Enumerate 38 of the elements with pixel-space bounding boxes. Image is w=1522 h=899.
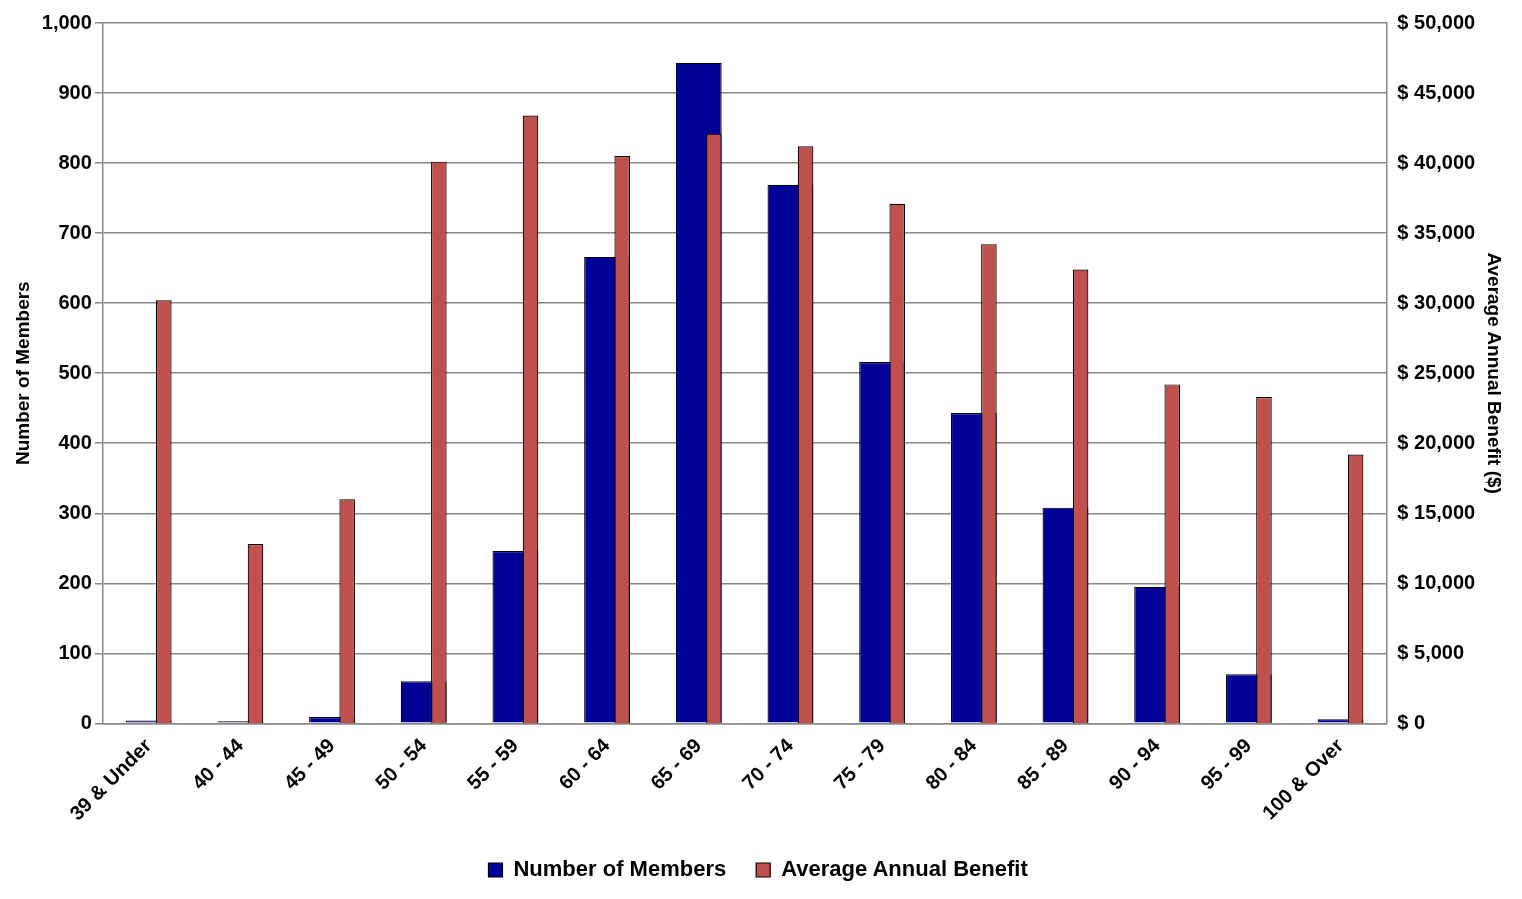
y-tick-label: 200 bbox=[58, 570, 92, 593]
y2-tick-label: $ 25,000 bbox=[1397, 360, 1476, 383]
y-tick-label: 100 bbox=[58, 640, 92, 663]
x-tick-label: 60 - 64 bbox=[554, 733, 615, 794]
y2-tick-label: $ 50,000 bbox=[1397, 10, 1476, 33]
x-tick-label: 95 - 99 bbox=[1195, 734, 1256, 794]
x-tick-label: 90 - 94 bbox=[1104, 733, 1165, 794]
y-tick-label: 400 bbox=[58, 430, 92, 453]
y2-tick-label: $ 15,000 bbox=[1397, 500, 1476, 523]
x-tick-label: 45 - 49 bbox=[279, 734, 339, 794]
y2-tick-label: $ 35,000 bbox=[1397, 220, 1476, 243]
y-tick-label: 1,000 bbox=[41, 10, 92, 33]
x-tick-label: 65 - 69 bbox=[645, 734, 706, 794]
y2-tick-label: $ 30,000 bbox=[1397, 290, 1476, 313]
x-tick-label: 50 - 54 bbox=[370, 733, 432, 794]
y-tick-label: 800 bbox=[58, 150, 92, 173]
x-tick-label: 85 - 89 bbox=[1012, 734, 1073, 794]
x-tick-label: 40 - 44 bbox=[187, 733, 248, 794]
y-tick-label: 900 bbox=[58, 80, 92, 103]
y2-tick-label: $ 20,000 bbox=[1397, 430, 1476, 453]
y2-axis-title: Average Annual Benefit ($) bbox=[1484, 252, 1506, 494]
y-tick-label: 0 bbox=[80, 710, 92, 733]
y-tick-label: 700 bbox=[58, 220, 92, 243]
y2-tick-label: $ 45,000 bbox=[1397, 80, 1476, 103]
legend-label: Number of Members bbox=[513, 856, 727, 882]
y2-tick-label: $ 40,000 bbox=[1397, 150, 1476, 173]
y-tick-label: 500 bbox=[58, 360, 92, 383]
y-axis-title: Number of Members bbox=[11, 281, 33, 466]
x-tick-label: 75 - 79 bbox=[829, 734, 889, 794]
legend-label: Average Annual Benefit bbox=[781, 856, 1029, 882]
y2-tick-label: $ 5,000 bbox=[1397, 640, 1465, 663]
x-tick-label: 70 - 74 bbox=[737, 733, 798, 794]
y2-tick-label: $ 0 bbox=[1397, 710, 1426, 733]
x-tick-label: 80 - 84 bbox=[920, 733, 982, 794]
y2-tick-label: $ 10,000 bbox=[1397, 570, 1476, 593]
x-tick-label: 55 - 59 bbox=[462, 734, 523, 794]
y-tick-label: 300 bbox=[58, 500, 92, 523]
y-tick-label: 600 bbox=[58, 290, 92, 313]
